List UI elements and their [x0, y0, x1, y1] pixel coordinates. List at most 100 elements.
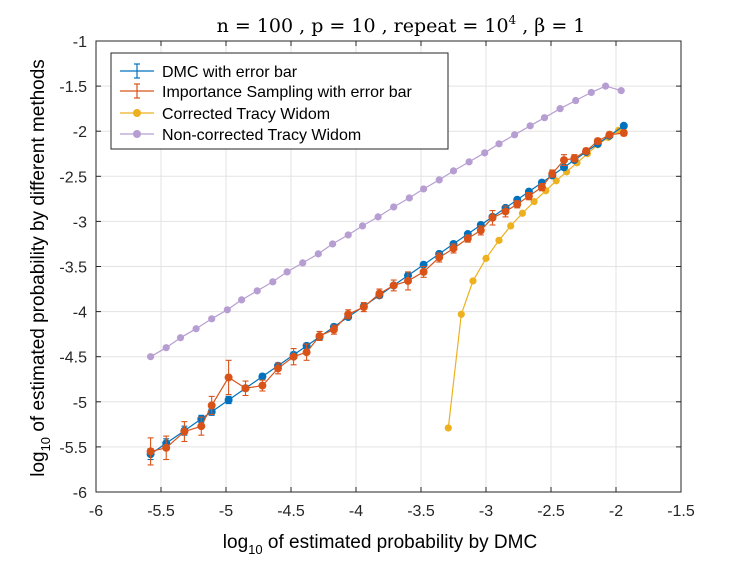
- is-point: [524, 192, 533, 201]
- nctw-point: [208, 315, 216, 323]
- nctw-point: [344, 231, 352, 239]
- ctw-point: [552, 177, 560, 185]
- is-point: [207, 401, 216, 410]
- nctw-point: [269, 278, 277, 286]
- nctw-point: [556, 105, 564, 113]
- nctw-point: [617, 87, 625, 95]
- x-tick-label: -1.5: [667, 503, 695, 520]
- dmc-point: [258, 372, 267, 381]
- legend-ctw-marker: [133, 109, 141, 117]
- is-point: [162, 443, 171, 452]
- nctw-point: [510, 131, 519, 139]
- y-tick-label: -2.5: [59, 169, 87, 186]
- ctw-point: [518, 209, 527, 217]
- is-point: [389, 281, 398, 290]
- x-tick-label: -3.5: [407, 503, 435, 520]
- is-point: [375, 289, 384, 298]
- legend-ctw-label: Corrected Tracy Widom: [162, 106, 330, 123]
- x-tick-label: -5.5: [147, 503, 175, 520]
- is-point: [570, 154, 579, 163]
- ctw-point: [530, 197, 538, 206]
- nctw-point: [420, 185, 428, 193]
- nctw-point: [192, 325, 200, 333]
- is-point: [315, 331, 324, 340]
- is-point: [180, 427, 189, 436]
- is-point: [435, 253, 444, 262]
- is-point: [463, 234, 472, 243]
- ctw-point: [457, 310, 465, 318]
- legend-item-nctw: Non-corrected Tracy Widom: [120, 127, 361, 144]
- legend-nctw-label: Non-corrected Tracy Widom: [162, 127, 361, 144]
- legend-is-label: Importance Sampling with error bar: [162, 84, 413, 101]
- legend-box: [110, 52, 449, 150]
- is-point: [449, 244, 458, 253]
- nctw-point: [314, 250, 322, 258]
- nctw-point: [238, 296, 246, 304]
- is-point: [241, 384, 250, 393]
- nctw-point: [147, 353, 155, 361]
- nctw-point: [405, 194, 413, 202]
- nctw-point: [602, 82, 610, 90]
- y-tick-label: -4: [73, 305, 87, 322]
- is-point: [488, 213, 497, 222]
- is-point: [289, 352, 298, 361]
- dmc-point: [224, 395, 233, 404]
- y-tick-label: -3.5: [59, 260, 87, 277]
- axis-layer: -6 -5.5 -5 -4.5 -4 -3.5 -3 -2.5 -2 -1.5 -6 -5.5 -5 -4…: [59, 34, 694, 520]
- nctw-point: [587, 88, 595, 97]
- legend: DMC with error bar Importance Sampling w…: [110, 52, 449, 150]
- is-point: [224, 373, 233, 382]
- x-tick-label: -6: [89, 503, 103, 520]
- nctw-point: [481, 149, 489, 157]
- is-point: [329, 325, 338, 334]
- legend-nctw-marker: [133, 130, 141, 138]
- x-tick-label: -4: [349, 503, 363, 520]
- y-tick-label: -1: [73, 34, 87, 51]
- is-point: [582, 147, 591, 156]
- is-point: [344, 310, 353, 319]
- nctw-point: [223, 306, 231, 314]
- dmc-point: [619, 121, 628, 130]
- nctw-point: [526, 122, 534, 130]
- nctw-point: [374, 213, 382, 221]
- legend-item-dmc: DMC with error bar: [120, 63, 298, 81]
- is-point: [619, 129, 628, 138]
- ctw-point: [469, 277, 477, 285]
- y-axis-label: log10 of estimated probability by differ…: [28, 59, 53, 477]
- is-point: [359, 303, 368, 312]
- nctw-point: [540, 114, 549, 122]
- legend-item-is: Importance Sampling with error bar: [120, 83, 413, 101]
- ctw-point: [507, 222, 515, 230]
- is-point: [302, 348, 311, 357]
- y-tick-label: -4.5: [59, 350, 87, 367]
- y-tick-label: -5.5: [59, 440, 87, 457]
- nctw-point: [390, 203, 398, 211]
- nctw-point: [358, 222, 367, 230]
- nctw-point: [329, 240, 337, 248]
- is-point: [548, 169, 557, 178]
- is-point: [560, 156, 568, 165]
- ctw-point: [482, 254, 490, 262]
- is-point: [605, 130, 614, 139]
- is-point: [593, 137, 602, 146]
- y-tick-label: -6: [73, 485, 87, 502]
- data-layer: [146, 121, 628, 466]
- y-tick-label: -1.5: [59, 79, 87, 96]
- nctw-point: [283, 268, 291, 276]
- nctw-point: [253, 287, 261, 295]
- y-tick-label: -2: [73, 124, 87, 141]
- x-tick-label: -4.5: [277, 503, 305, 520]
- is-point: [419, 267, 428, 276]
- nctw-point: [465, 158, 473, 166]
- is-point: [476, 226, 485, 235]
- x-tick-label: -5: [219, 503, 233, 520]
- nctw-point: [299, 259, 307, 267]
- nctw-point: [449, 167, 458, 175]
- ctw-point: [495, 236, 503, 244]
- y-tick-label: -3: [73, 214, 87, 231]
- is-point: [537, 183, 546, 192]
- nctw-point: [495, 140, 503, 148]
- y-tick-label: -5: [73, 395, 87, 412]
- is-point: [197, 422, 206, 431]
